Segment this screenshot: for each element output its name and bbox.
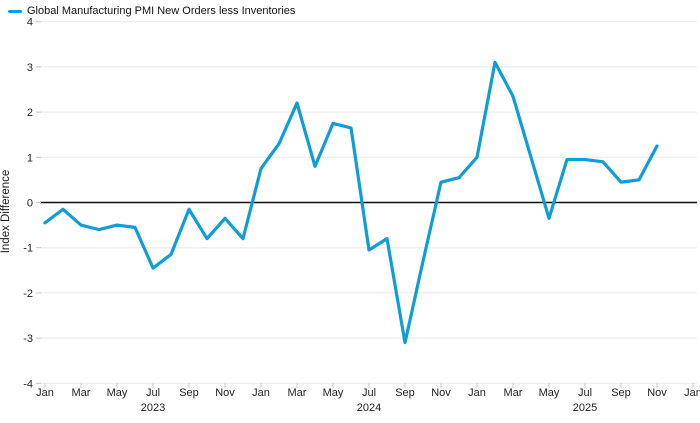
x-tick-label: Nov [431, 387, 451, 399]
y-tick-label: 2 [27, 107, 33, 119]
y-tick-label: -4 [23, 378, 33, 390]
x-tick-label: Sep [179, 387, 199, 399]
y-axis-title: Index Difference [0, 169, 12, 254]
x-tick-label: Mar [72, 387, 91, 399]
y-tick-label: 3 [27, 62, 33, 74]
x-tick-label: Mar [504, 387, 523, 399]
x-tick-label: May [539, 387, 560, 399]
x-tick-label: Jan [684, 387, 700, 399]
y-tick-label: -2 [23, 288, 33, 300]
x-tick-label: Jul [578, 387, 592, 399]
data-line [43, 60, 659, 345]
x-tick-label: Nov [647, 387, 667, 399]
x-tick-label: May [107, 387, 128, 399]
x-tick-label: Nov [215, 387, 235, 399]
y-tick-label: 0 [27, 198, 33, 210]
x-tick-label: Jan [468, 387, 486, 399]
x-year-label: 2024 [357, 402, 381, 414]
x-tick-label: Sep [611, 387, 631, 399]
y-tick-label: 1 [27, 152, 33, 164]
x-year-label: 2023 [141, 402, 165, 414]
x-tick-label: Jan [252, 387, 270, 399]
x-tick-label: Jul [362, 387, 376, 399]
y-tick-label: -1 [23, 243, 33, 255]
x-tick-label: Sep [395, 387, 415, 399]
y-tick-label: -3 [23, 333, 33, 345]
y-tick-label: 4 [27, 17, 33, 29]
x-tick-label: Jan [36, 387, 54, 399]
x-tick-label: Jul [146, 387, 160, 399]
x-tick-label: Mar [288, 387, 307, 399]
legend-line-marker [8, 9, 22, 14]
legend-label: Global Manufacturing PMI New Orders less… [27, 5, 296, 17]
legend: Global Manufacturing PMI New Orders less… [8, 5, 295, 18]
x-year-label: 2025 [573, 402, 597, 414]
x-tick-label: May [323, 387, 344, 399]
